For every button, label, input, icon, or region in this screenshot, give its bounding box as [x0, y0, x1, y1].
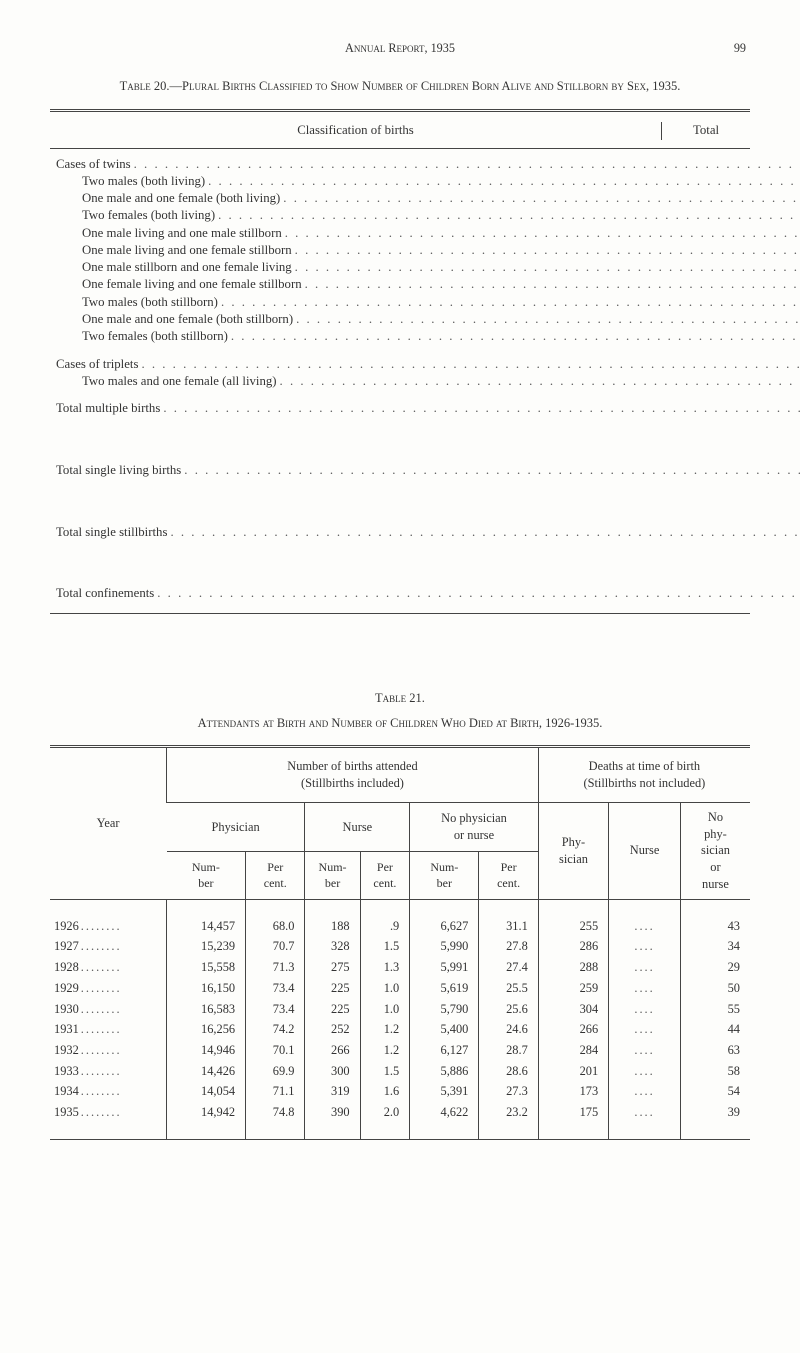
table21-head-nophys2: No phy- sician or nurse [680, 802, 750, 899]
table21-head-physician2: Phy- sician [538, 802, 608, 899]
table20-row: Two females (both stillborn). . . . . . … [56, 328, 800, 345]
table21-row: 1926........14,45768.0188.96,62731.1255.… [50, 916, 750, 937]
table20-head-col2: Total [661, 122, 750, 139]
table20-head-col1: Classification of births [50, 122, 661, 139]
table20-row: Two males (both stillborn). . . . . . . … [56, 294, 800, 311]
table21-sub-pp: Per cent. [246, 851, 305, 899]
running-head-title: Annual Report, 1935 [345, 40, 455, 56]
table20-row: One female living and one female stillbo… [56, 276, 800, 293]
table20-row: Cases of twins. . . . . . . . . . . . . … [56, 156, 800, 173]
table21-head-nurse2: Nurse [609, 802, 681, 899]
table20-row: Total single stillbirths. . . . . . . . … [56, 524, 800, 541]
table20-row: F. [56, 435, 800, 452]
table20-row: One male and one female (both stillborn)… [56, 311, 800, 328]
table21-row: 1935........14,94274.83902.04,62223.2175… [50, 1102, 750, 1123]
table21-sub-xn: Num- ber [410, 851, 479, 899]
table21-head-nurse: Nurse [305, 802, 410, 851]
table21-row: 1927........15,23970.73281.55,99027.8286… [50, 936, 750, 957]
table21-head-right: Deaths at time of birth (Stillbirths not… [538, 748, 750, 802]
table20-row: Total confinements. . . . . . . . . . . … [56, 585, 800, 602]
table20-row: Two males and one female (all living). .… [56, 373, 800, 390]
table20-row: M. [56, 417, 800, 434]
table20-body-labels: Cases of twins. . . . . . . . . . . . . … [50, 149, 800, 613]
table20-row: F. [56, 558, 800, 575]
table21-head-phys: Physician [167, 802, 305, 851]
table21-row: 1934........14,05471.13191.65,39127.3173… [50, 1081, 750, 1102]
table21-head-year: Year [50, 748, 167, 899]
table21-row: 1930........16,58373.42251.05,79025.6304… [50, 999, 750, 1020]
table21-sub-np: Per cent. [360, 851, 410, 899]
table21-row: 1931........16,25674.22521.25,40024.6266… [50, 1019, 750, 1040]
table20: Classification of births Total Cases of … [50, 109, 750, 613]
table21-sub-pn: Num- ber [167, 851, 246, 899]
page-number: 99 [455, 40, 746, 56]
table21-caption-main: Attendants at Birth and Number of Childr… [90, 715, 710, 732]
table21-row: 1932........14,94670.12661.26,12728.7284… [50, 1040, 750, 1061]
table21-row: 1929........16,15073.42251.05,61925.5259… [50, 978, 750, 999]
table20-row: One male and one female (both living). .… [56, 190, 800, 207]
table20-row: M. [56, 541, 800, 558]
table20-row: F. [56, 496, 800, 513]
table20-caption: Table 20.—Plural Births Classified to Sh… [90, 78, 710, 95]
table21-caption-title: Table 21. [90, 690, 710, 707]
table20-row: One male living and one female stillborn… [56, 242, 800, 259]
table20-row: Cases of triplets. . . . . . . . . . . .… [56, 356, 800, 373]
table20-row: Two females (both living). . . . . . . .… [56, 207, 800, 224]
table21-row: 1928........15,55871.32751.35,99127.4288… [50, 957, 750, 978]
table20-row: One male living and one male stillborn. … [56, 225, 800, 242]
table20-row: Total multiple births. . . . . . . . . .… [56, 400, 800, 417]
table20-row: Total single living births. . . . . . . … [56, 462, 800, 479]
table21-row: 1933........14,42669.93001.55,88628.6201… [50, 1061, 750, 1082]
table21-sub-xp: Per cent. [479, 851, 538, 899]
running-head: Annual Report, 1935 99 [50, 40, 750, 56]
table20-row: Two males (both living). . . . . . . . .… [56, 173, 800, 190]
table20-row: M. [56, 479, 800, 496]
table20-row: One male stillborn and one female living… [56, 259, 800, 276]
table21-head-nophys: No physician or nurse [410, 802, 539, 851]
table21: Year Number of births attended (Stillbir… [50, 745, 750, 1139]
table21-head-left: Number of births attended (Stillbirths i… [167, 748, 539, 802]
table21-sub-nn: Num- ber [305, 851, 360, 899]
